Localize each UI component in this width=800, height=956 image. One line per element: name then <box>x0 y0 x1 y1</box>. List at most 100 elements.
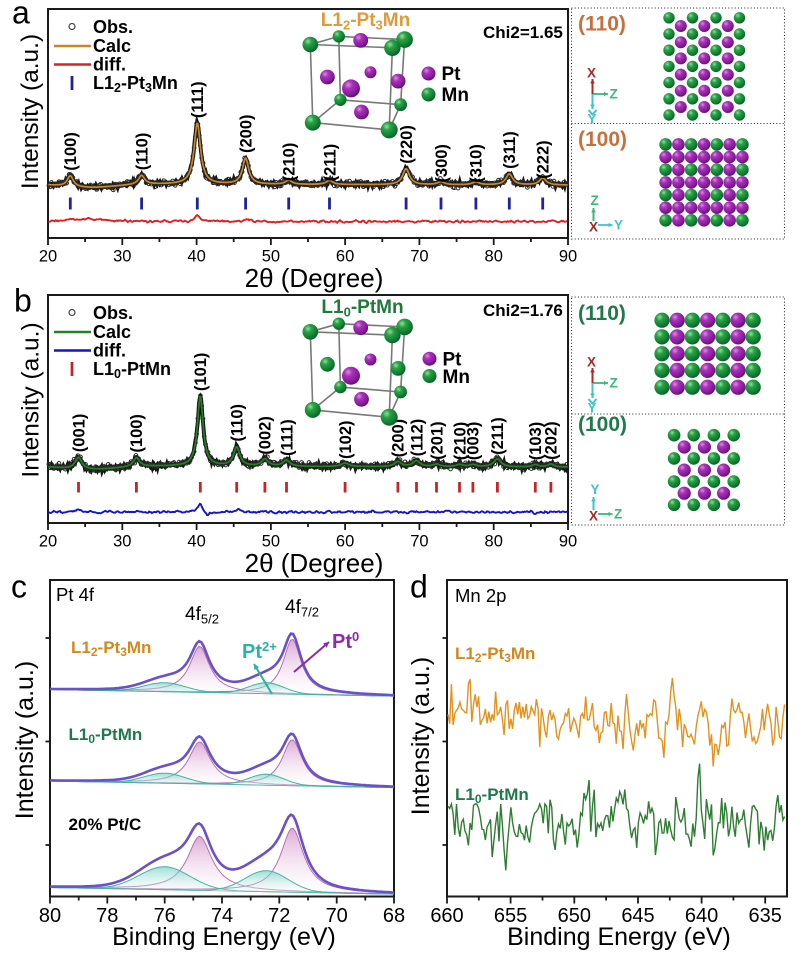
svg-text:(200): (200) <box>237 114 255 153</box>
svg-text:70: 70 <box>326 905 348 927</box>
svg-text:90: 90 <box>559 533 577 551</box>
svg-text:40: 40 <box>187 533 205 551</box>
svg-text:(111): (111) <box>278 419 296 456</box>
svg-text:20: 20 <box>39 248 57 266</box>
svg-text:90: 90 <box>559 248 577 266</box>
svg-text:Z: Z <box>610 376 618 391</box>
svg-text:635: 635 <box>749 905 782 927</box>
svg-text:Z: Z <box>591 193 599 208</box>
svg-text:20% Pt/C: 20% Pt/C <box>69 815 142 834</box>
svg-text:(110): (110) <box>229 404 247 442</box>
svg-text:(002): (002) <box>257 416 275 455</box>
svg-text:L12-Pt3Mn: L12-Pt3Mn <box>71 638 151 659</box>
svg-text:diff.: diff. <box>93 55 126 75</box>
svg-text:74: 74 <box>211 905 233 927</box>
svg-text:Mn: Mn <box>443 367 470 388</box>
svg-text:30: 30 <box>113 533 131 551</box>
svg-text:Binding Energy (eV): Binding Energy (eV) <box>112 923 336 951</box>
svg-text:70: 70 <box>410 248 428 266</box>
svg-text:X: X <box>589 509 598 524</box>
svg-text:Z: Z <box>610 87 618 102</box>
svg-text:(211): (211) <box>489 417 507 455</box>
svg-text:Z: Z <box>614 507 622 522</box>
svg-text:b: b <box>14 283 32 319</box>
svg-text:(210): (210) <box>451 422 469 461</box>
svg-text:76: 76 <box>154 905 176 927</box>
svg-text:diff.: diff. <box>93 341 126 361</box>
svg-text:L10-PtMn: L10-PtMn <box>69 725 143 746</box>
svg-text:60: 60 <box>336 248 354 266</box>
svg-text:Y: Y <box>588 401 597 416</box>
svg-text:Intensity (a.u.): Intensity (a.u.) <box>11 661 39 819</box>
svg-text:(110): (110) <box>133 133 151 171</box>
svg-text:(201): (201) <box>428 421 446 460</box>
svg-text:(211): (211) <box>321 144 339 182</box>
svg-text:(110): (110) <box>578 302 626 325</box>
svg-text:L10-PtMn: L10-PtMn <box>321 297 403 320</box>
svg-text:68: 68 <box>383 905 405 927</box>
svg-text:70: 70 <box>410 533 428 551</box>
svg-text:X: X <box>589 220 598 235</box>
svg-text:(001): (001) <box>70 414 88 453</box>
svg-text:Chi2=1.76: Chi2=1.76 <box>483 301 563 320</box>
svg-text:Binding Energy (eV): Binding Energy (eV) <box>507 923 731 951</box>
svg-text:(003): (003) <box>465 422 483 461</box>
svg-text:Calc: Calc <box>93 36 131 56</box>
svg-text:Calc: Calc <box>93 322 131 342</box>
svg-text:(100): (100) <box>62 132 80 171</box>
svg-text:80: 80 <box>485 248 503 266</box>
svg-text:(210): (210) <box>281 143 299 182</box>
svg-text:L12-Pt3Mn: L12-Pt3Mn <box>321 10 410 33</box>
svg-text:(103): (103) <box>527 422 545 461</box>
svg-text:Pt: Pt <box>442 64 462 85</box>
svg-text:(111): (111) <box>189 81 207 118</box>
svg-text:Y: Y <box>591 482 600 497</box>
svg-text:(100): (100) <box>128 414 146 453</box>
svg-text:L12-Pt3Mn: L12-Pt3Mn <box>455 644 535 665</box>
svg-text:Obs.: Obs. <box>93 17 133 37</box>
svg-text:Pt: Pt <box>443 350 463 371</box>
svg-text:655: 655 <box>494 905 527 927</box>
svg-text:Chi2=1.65: Chi2=1.65 <box>483 23 563 42</box>
svg-text:Intensity (a.u.): Intensity (a.u.) <box>18 322 45 477</box>
svg-text:Mn 2p: Mn 2p <box>455 585 506 606</box>
svg-text:L10-PtMn: L10-PtMn <box>455 785 529 806</box>
svg-text:Mn: Mn <box>442 85 469 106</box>
svg-text:Y: Y <box>588 112 597 127</box>
svg-text:Pt 4f: Pt 4f <box>56 584 95 605</box>
svg-text:(202): (202) <box>543 421 561 460</box>
svg-text:(310): (310) <box>468 144 486 183</box>
svg-text:Y: Y <box>614 218 623 233</box>
svg-text:c: c <box>11 569 27 605</box>
svg-text:d: d <box>410 569 428 605</box>
svg-text:20: 20 <box>39 533 57 551</box>
svg-text:(220): (220) <box>398 125 416 164</box>
svg-text:(110): (110) <box>578 13 626 36</box>
svg-text:(100): (100) <box>578 413 627 436</box>
svg-text:L10-PtMn: L10-PtMn <box>93 359 171 381</box>
svg-text:(300): (300) <box>433 144 451 183</box>
svg-text:60: 60 <box>336 533 354 551</box>
svg-text:78: 78 <box>96 905 118 927</box>
svg-text:(222): (222) <box>535 140 553 179</box>
svg-text:40: 40 <box>187 248 205 266</box>
svg-text:640: 640 <box>685 905 718 927</box>
svg-text:(101): (101) <box>192 353 210 392</box>
svg-text:(112): (112) <box>408 419 426 457</box>
svg-text:(200): (200) <box>390 419 408 458</box>
svg-text:72: 72 <box>268 905 290 927</box>
svg-text:Intensity (a.u.): Intensity (a.u.) <box>17 34 44 189</box>
svg-text:Obs.: Obs. <box>93 303 133 323</box>
svg-text:(102): (102) <box>337 420 355 459</box>
svg-text:2θ (Degree): 2θ (Degree) <box>245 548 384 578</box>
svg-text:660: 660 <box>430 905 463 927</box>
svg-text:80: 80 <box>39 905 61 927</box>
svg-text:650: 650 <box>558 905 591 927</box>
svg-text:X: X <box>587 66 596 81</box>
svg-text:50: 50 <box>262 533 280 551</box>
svg-text:(100): (100) <box>578 128 627 151</box>
svg-text:(311): (311) <box>501 131 519 169</box>
svg-text:30: 30 <box>113 248 131 266</box>
svg-text:L12-Pt3Mn: L12-Pt3Mn <box>93 73 178 95</box>
svg-text:50: 50 <box>262 248 280 266</box>
